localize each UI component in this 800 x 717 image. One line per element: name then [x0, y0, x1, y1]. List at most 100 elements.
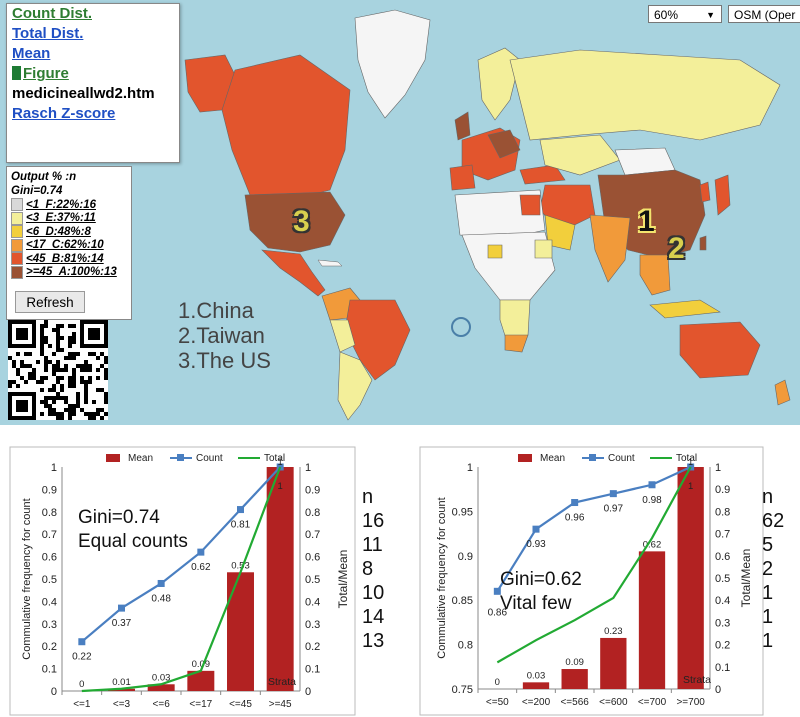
- chart-frame: [419, 446, 764, 716]
- legend-label: <17_C:62%:10: [26, 239, 104, 252]
- mexico: [261, 249, 326, 297]
- y-right-tick-label: 0.3: [305, 619, 320, 631]
- figure-link[interactable]: Figure: [12, 64, 179, 84]
- y-right-tick-label: 0.6: [715, 551, 730, 563]
- y-right-tick-label: 0.2: [305, 641, 320, 653]
- legend-label: >=45_A:100%:13: [26, 266, 117, 279]
- korea: [699, 181, 711, 203]
- se-asia: [639, 254, 671, 296]
- y-right-tick-label: 0.5: [305, 574, 320, 586]
- line-total: [81, 466, 282, 693]
- count-value-label: 0.86: [488, 607, 508, 618]
- kazakhstan: [539, 134, 621, 176]
- bar-mean: [147, 684, 175, 691]
- un-emblem: [451, 317, 471, 337]
- bar-mean: [600, 637, 627, 689]
- legend-label: Mean: [128, 453, 153, 464]
- y-right-tick-label: 0.8: [715, 506, 730, 518]
- x-tick-label: <=200: [522, 697, 551, 708]
- argentina: [337, 351, 373, 421]
- zoom-select[interactable]: 60% ▼: [648, 5, 722, 23]
- y-right-tick-label: 0.3: [715, 617, 730, 629]
- count-value-label: 0.81: [231, 520, 251, 531]
- x-tick-label: <=50: [486, 697, 509, 708]
- x-tick-label: <=566: [560, 697, 589, 708]
- chart-annotation: Vital few: [500, 593, 572, 614]
- new-zealand: [774, 379, 791, 406]
- y-axis-title: Commulative frequency for count: [21, 498, 33, 659]
- y-right-tick-label: 0: [305, 686, 311, 698]
- line-count: [81, 466, 281, 643]
- n-value: 5: [762, 534, 774, 556]
- egypt: [519, 194, 541, 216]
- legend-swatch: [11, 225, 23, 239]
- y-tick-label: 0.8: [42, 507, 57, 519]
- x-tick-label: <=3: [113, 699, 131, 710]
- mean-link[interactable]: Mean: [12, 45, 51, 62]
- y-tick-label: 0.95: [452, 506, 473, 518]
- count-value-label: 0.48: [151, 593, 171, 604]
- y-tick-label: 0.9: [42, 484, 57, 496]
- y-right-tick-label: 1: [715, 462, 721, 474]
- y-tick-label: 0.7: [42, 529, 57, 541]
- n-value: 1: [762, 606, 774, 628]
- y-right-tick-label: 0.8: [305, 507, 320, 519]
- central-europe: [487, 129, 521, 159]
- strata-label: Strata: [268, 676, 296, 688]
- legend-swatch: [11, 252, 23, 266]
- count-value-label: 0.97: [604, 504, 624, 515]
- y-tick-label: 0.75: [452, 684, 473, 696]
- refresh-button[interactable]: Refresh: [15, 291, 85, 313]
- x-tick-label: <=6: [153, 699, 171, 710]
- legend-output-line: Output % :n: [11, 171, 77, 183]
- dropdown-arrow-icon: ▼: [706, 10, 715, 20]
- bar-value-label: 1: [278, 481, 283, 492]
- y-right-tick-label: 0.7: [305, 529, 320, 541]
- count-point: [532, 525, 540, 533]
- bar-mean: [677, 467, 704, 689]
- layer-select[interactable]: OSM (Oper: [728, 5, 800, 23]
- rank-2: 2.Taiwan: [178, 323, 265, 348]
- figure-icon: [12, 66, 21, 80]
- count-point: [493, 587, 501, 595]
- count-top-label: 1: [688, 457, 693, 467]
- marker-us: 3: [293, 205, 310, 238]
- legend-label: Total: [264, 453, 285, 464]
- total-dist-link[interactable]: Total Dist.: [12, 25, 84, 42]
- legend-rows: <1_F:22%:16 <3_E:37%:11 <6_D:48%:8 <17_C:62…: [7, 198, 131, 279]
- bar-value-label: 0.09: [565, 657, 584, 668]
- y-tick-label: 0.5: [42, 574, 57, 586]
- n-value: 8: [362, 558, 374, 580]
- rasch-link[interactable]: Rasch Z-score: [12, 105, 116, 122]
- x-tick-label: <=45: [229, 699, 252, 710]
- legend-swatch-mean: [518, 454, 532, 462]
- legend-label: <1_F:22%:16: [26, 198, 96, 211]
- file-name: medicineallwd2.htm: [12, 85, 155, 102]
- bar-value-label: 0.62: [643, 539, 662, 550]
- count-value-label: 0.96: [565, 513, 585, 524]
- peru: [329, 319, 356, 353]
- y-right-axis-title: Total/Mean: [336, 550, 350, 609]
- bar-mean: [266, 467, 294, 691]
- bar-mean: [187, 670, 215, 691]
- taiwan: [699, 235, 707, 251]
- legend-label: <45_B:81%:14: [26, 252, 104, 265]
- legend-swatch: [11, 211, 23, 225]
- legend-swatch: [11, 265, 23, 279]
- ranking-list: 1.China 2.Taiwan 3.The US: [178, 298, 271, 373]
- legend-swatch: [11, 238, 23, 252]
- chart-left: 0 0.1 0.2 0.3 0.4 0.5 0.6 0.7 0.8 0.9 1 0 0.1 0.2 0.3 0…: [9, 446, 356, 716]
- count-dist-link[interactable]: Count Dist.: [12, 5, 92, 22]
- legend-item: <3_E:37%:11: [11, 211, 131, 226]
- legend-marker: [177, 454, 184, 461]
- canada: [221, 54, 351, 201]
- n-column-left: n 16 11 8 10 14 13: [362, 485, 384, 653]
- x-tick-label: <=17: [189, 699, 212, 710]
- iberia: [449, 164, 476, 191]
- count-top-label: 1: [278, 457, 283, 467]
- world-map[interactable]: Count Dist. Total Dist. Mean Figure medi…: [0, 0, 800, 425]
- n-value: 16: [362, 510, 385, 532]
- y-tick-label: 0.85: [452, 595, 473, 607]
- map-legend: Output % :n Gini=0.74 <1_F:22%:16 <3_E:37…: [6, 166, 132, 320]
- chart-annotation: Gini=0.74: [78, 507, 160, 528]
